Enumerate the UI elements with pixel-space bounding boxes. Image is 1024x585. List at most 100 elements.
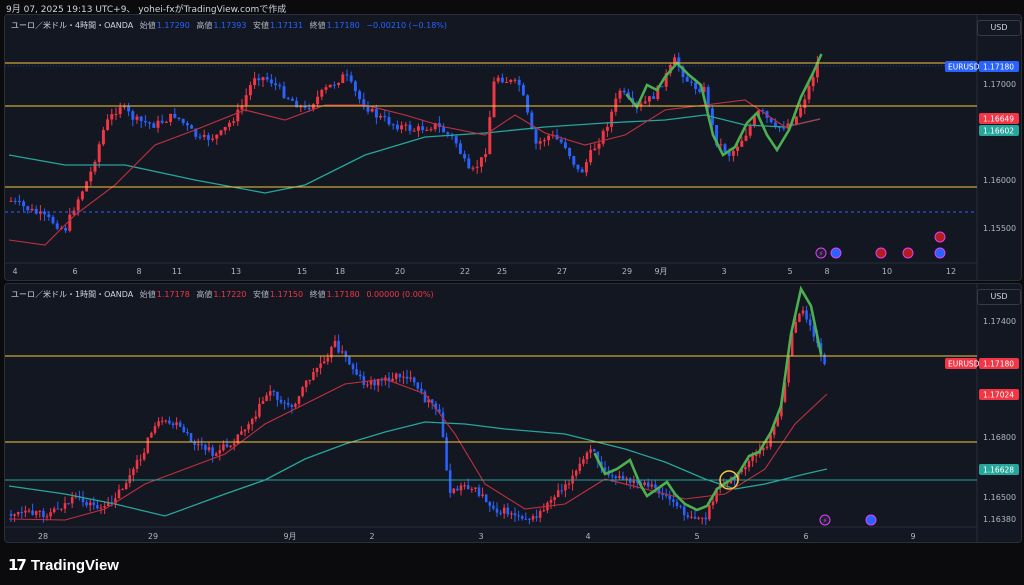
candle-body	[250, 418, 254, 425]
pair-tag: EURUSD	[948, 360, 980, 369]
candle-body	[585, 452, 589, 460]
candle-body	[798, 313, 801, 322]
candle-body	[13, 200, 17, 202]
candle-body	[429, 129, 433, 131]
candle-body	[265, 395, 268, 401]
candle-body	[118, 107, 122, 115]
candle-body	[549, 499, 553, 503]
candle-body	[751, 455, 754, 461]
candle-body	[563, 142, 567, 149]
candle-body	[290, 98, 294, 101]
candle-body	[812, 325, 816, 337]
candle-body	[333, 340, 337, 347]
candle-body	[337, 83, 341, 85]
candle-body	[394, 373, 398, 379]
candle-body	[376, 378, 380, 386]
tradingview-logo[interactable]: 17 TradingView	[8, 556, 119, 574]
candle-body	[492, 505, 495, 509]
candle-body	[143, 121, 147, 123]
lightning-glyph: ⚡	[823, 517, 828, 525]
us-flag-event-icon[interactable]	[902, 247, 914, 259]
currency-button[interactable]: USD	[977, 289, 1021, 305]
candle-body	[538, 141, 542, 144]
price-tag-slow-ma: 1.16628	[983, 466, 1014, 475]
candle-body	[135, 116, 139, 120]
candle-body	[650, 484, 654, 487]
time-tick: 22	[460, 267, 470, 276]
candle-body	[303, 105, 307, 108]
candle-body	[787, 355, 790, 383]
candle-body	[823, 354, 826, 365]
open-value: 1.17290	[156, 21, 190, 30]
candle-body	[513, 79, 517, 81]
candle-body	[740, 140, 744, 147]
candle-body	[589, 150, 593, 163]
pair-tag-bg	[945, 61, 977, 72]
time-tick: 12	[946, 267, 956, 276]
candle-body	[362, 376, 366, 385]
candle-body	[157, 421, 160, 427]
chart-panel-1h[interactable]: 1.17400 1.16800 1.16500 1.16380 EURUSD 1…	[4, 283, 1022, 543]
time-tick: 9月	[654, 267, 667, 276]
slow-moving-average-line	[8, 421, 828, 517]
price-tag-fast-ma: 1.16649	[983, 115, 1014, 124]
candle-body	[164, 121, 168, 123]
globe-event-icon[interactable]	[934, 247, 946, 259]
candle-body	[72, 210, 76, 215]
candle-body	[538, 511, 542, 518]
candle-body	[477, 487, 481, 496]
time-tick: 20	[395, 267, 405, 276]
low-label: 安値	[253, 21, 270, 30]
candle-body	[564, 484, 567, 491]
candle-body	[408, 124, 412, 131]
price-tick: 1.16800	[983, 433, 1016, 442]
candle-body	[135, 460, 139, 469]
candle-body	[332, 84, 336, 86]
candle-body	[340, 351, 344, 353]
candle-body	[67, 503, 70, 505]
candle-body	[103, 506, 106, 508]
candle-body	[681, 66, 685, 77]
candle-body	[374, 108, 378, 118]
candle-body	[506, 507, 510, 515]
candle-body	[783, 382, 787, 402]
candle-body	[51, 216, 55, 224]
candle-body	[387, 117, 391, 125]
chart-panel-4h[interactable]: 1.17000 1.16000 1.15500 EURUSD 1.17180 1…	[4, 14, 1022, 281]
candle-body	[618, 475, 621, 479]
candle-body	[337, 340, 340, 353]
change-value: 0.00000 (0.00%)	[366, 290, 434, 299]
candle-body	[409, 377, 412, 379]
high-label: 高値	[196, 21, 213, 30]
candle-body	[68, 214, 72, 231]
price-tags: EURUSD 1.17180 1.17024 1.16628	[945, 358, 1019, 475]
price-chart-4h[interactable]: 1.17000 1.16000 1.15500 EURUSD 1.17180 1…	[5, 15, 1021, 280]
price-chart-1h[interactable]: 1.17400 1.16800 1.16500 1.16380 EURUSD 1…	[5, 284, 1021, 542]
candle-body	[416, 382, 420, 389]
candle-body	[132, 468, 135, 476]
candle-body	[93, 161, 97, 172]
candle-body	[358, 374, 362, 377]
candle-body	[656, 86, 660, 100]
candle-body	[509, 79, 513, 82]
candle-body	[690, 516, 693, 518]
candle-body	[404, 124, 408, 126]
candle-body	[207, 447, 211, 451]
candle-body	[153, 426, 157, 433]
candle-body	[92, 502, 96, 506]
globe-event-icon[interactable]	[865, 514, 877, 526]
candle-body	[269, 79, 273, 84]
us-flag-event-icon[interactable]	[934, 231, 946, 243]
candle-body	[38, 211, 42, 214]
candle-body	[366, 106, 370, 112]
candle-body	[568, 148, 572, 157]
candle-body	[20, 512, 24, 514]
currency-button[interactable]: USD	[977, 20, 1021, 36]
us-flag-event-icon[interactable]	[875, 247, 887, 259]
globe-event-icon[interactable]	[830, 247, 842, 259]
candle-body	[425, 129, 429, 131]
lightning-event-icon[interactable]	[815, 247, 827, 259]
candle-body	[567, 483, 571, 485]
lightning-event-icon[interactable]	[819, 514, 831, 526]
open-label: 始値	[139, 290, 156, 299]
